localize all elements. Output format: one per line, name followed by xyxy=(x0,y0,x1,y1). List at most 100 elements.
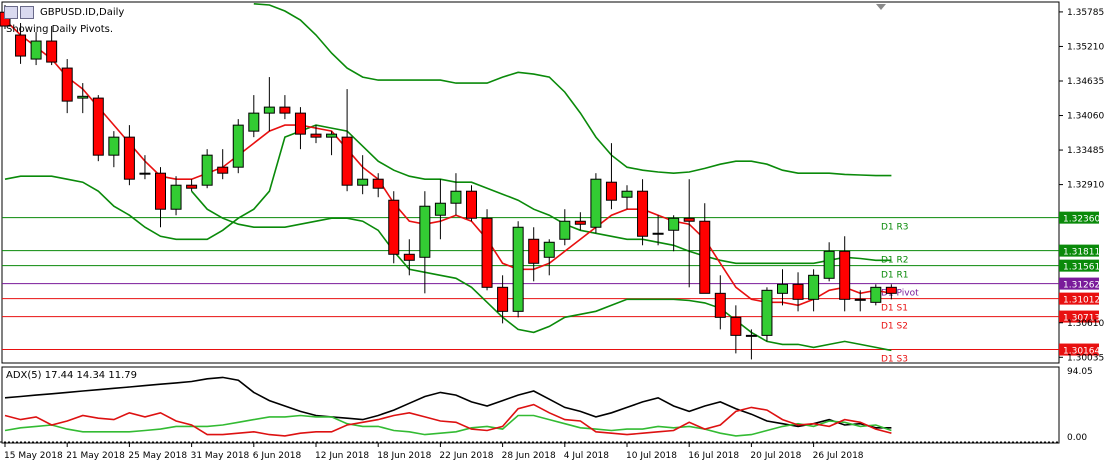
candle-body[interactable] xyxy=(155,172,166,210)
candle-body[interactable] xyxy=(326,133,338,138)
adx-title-label: ADX(5) 17.44 14.34 11.79 xyxy=(6,370,137,381)
price-tick-label-3: 1.34060 xyxy=(1067,112,1104,122)
date-tick-label-9: 4 Jul 2018 xyxy=(564,451,609,461)
candle-body[interactable] xyxy=(699,220,711,294)
pivot-price-text-6: 1.30164 xyxy=(1063,347,1100,357)
candle-body[interactable] xyxy=(263,106,275,114)
candle-body[interactable] xyxy=(683,217,695,222)
chart-window-icon[interactable] xyxy=(4,6,34,19)
candle-body[interactable] xyxy=(201,154,213,186)
pivot-price-text-4: 1.31012 xyxy=(1063,296,1100,306)
date-tick-label-6: 18 Jun 2018 xyxy=(377,451,431,461)
candle-body[interactable] xyxy=(466,190,477,219)
price-tick-label-12: 1.30610 xyxy=(1067,319,1104,329)
candle-body[interactable] xyxy=(497,286,509,312)
price-tick-label-14: 1.30035 xyxy=(1067,353,1104,363)
adx-indicator: 94.05 0.00 xyxy=(4,367,1093,443)
adx-series-2 xyxy=(4,403,892,437)
candle-body[interactable] xyxy=(450,190,462,204)
pivot-note-label: Showing Daily Pivots. xyxy=(6,24,114,35)
moving-average xyxy=(4,19,892,307)
date-tick-label-1: 21 May 2018 xyxy=(66,451,125,461)
price-tick-label-4: 1.33485 xyxy=(1067,146,1104,156)
candle-body[interactable] xyxy=(186,184,198,189)
price-tick-label-2: 1.34635 xyxy=(1067,77,1104,87)
pivot-label-2: D1 R1 xyxy=(881,271,909,281)
candle-body[interactable] xyxy=(605,181,617,201)
pivot-price-text-5: 1.30713 xyxy=(1063,314,1100,324)
candle-body[interactable] xyxy=(170,184,182,210)
candle-body[interactable] xyxy=(543,241,555,258)
band-upper-line xyxy=(253,3,892,177)
pivot-price-tag-2 xyxy=(1059,259,1099,272)
adx-tick-label-0: 94.05 xyxy=(1067,367,1093,377)
price-axis: 1.35785 1.35210 1.34635 1.34060 1.33485 1.329… xyxy=(1059,8,1104,363)
candle-body[interactable] xyxy=(512,226,524,312)
date-tick-label-8: 28 Jun 2018 xyxy=(502,451,556,461)
candle-body[interactable] xyxy=(870,286,882,303)
candle-body[interactable] xyxy=(248,112,260,132)
candle-body[interactable] xyxy=(792,283,804,300)
candle-body[interactable] xyxy=(854,298,866,301)
candle-body[interactable] xyxy=(92,97,104,156)
pivot-label-5: D1 S2 xyxy=(881,322,908,332)
candle-body[interactable] xyxy=(808,274,820,300)
candle-body[interactable] xyxy=(823,250,835,279)
candle-body[interactable] xyxy=(668,217,680,231)
main-pane-frame xyxy=(1,1,1060,364)
candle-body[interactable] xyxy=(46,40,58,63)
candle-body[interactable] xyxy=(403,253,415,261)
candle-body[interactable] xyxy=(745,334,757,337)
date-tick-label-3: 31 May 2018 xyxy=(191,451,250,461)
candle-body[interactable] xyxy=(61,67,73,102)
price-tick-label-0: 1.35785 xyxy=(1067,8,1104,18)
candle-body[interactable] xyxy=(123,136,135,180)
candle-body[interactable] xyxy=(839,250,851,300)
pivot-price-text-1: 1.31811 xyxy=(1063,248,1100,258)
candle-body[interactable] xyxy=(357,178,369,186)
candle-body[interactable] xyxy=(310,133,322,138)
candle-body[interactable] xyxy=(652,232,664,235)
adx-series-1 xyxy=(4,414,892,437)
candle-body[interactable] xyxy=(30,40,42,60)
candle-body[interactable] xyxy=(139,172,151,175)
candle-body[interactable] xyxy=(232,124,244,168)
candlesticks[interactable] xyxy=(0,5,897,360)
candle-body[interactable] xyxy=(388,199,400,255)
candle-body[interactable] xyxy=(481,217,493,288)
candle-body[interactable] xyxy=(528,238,540,264)
date-tick-label-11: 16 Jul 2018 xyxy=(688,451,739,461)
pivot-label-1: D1 R2 xyxy=(881,256,909,266)
candle-body[interactable] xyxy=(559,220,571,240)
pivot-price-tag-3 xyxy=(1059,277,1099,290)
candle-body[interactable] xyxy=(621,190,633,198)
candle-body[interactable] xyxy=(108,136,120,156)
candle-body[interactable] xyxy=(279,106,291,114)
price-tick-label-5: 1.32910 xyxy=(1067,181,1104,191)
pivot-price-text-0: 1.32360 xyxy=(1063,215,1100,225)
candle-body[interactable] xyxy=(714,292,726,318)
candle-body[interactable] xyxy=(761,289,773,336)
candle-body[interactable] xyxy=(294,112,306,135)
candle-body[interactable] xyxy=(574,220,586,225)
pivot-price-text-2: 1.31561 xyxy=(1063,263,1100,273)
candle-body[interactable] xyxy=(217,166,229,174)
candle-body[interactable] xyxy=(885,286,897,294)
date-tick-label-12: 20 Jul 2018 xyxy=(750,451,801,461)
candle-body[interactable] xyxy=(777,283,788,294)
candle-body[interactable] xyxy=(372,178,384,189)
candle-body[interactable] xyxy=(434,202,446,216)
candle-body[interactable] xyxy=(341,136,353,186)
candle-body[interactable] xyxy=(590,178,602,228)
candle-body[interactable] xyxy=(419,205,431,258)
date-axis: 15 May 2018 21 May 2018 25 May 2018 31 May … xyxy=(4,443,864,461)
candle-body[interactable] xyxy=(730,316,742,336)
candle-body[interactable] xyxy=(77,95,89,99)
candle-body[interactable] xyxy=(637,190,649,237)
adx-series-0 xyxy=(4,376,892,429)
date-tick-label-7: 22 Jun 2018 xyxy=(439,451,493,461)
pivot-label-3: D1 Pivot xyxy=(881,289,919,299)
candle-body[interactable] xyxy=(15,34,27,57)
scroll-up-triangle-icon[interactable] xyxy=(876,4,886,10)
